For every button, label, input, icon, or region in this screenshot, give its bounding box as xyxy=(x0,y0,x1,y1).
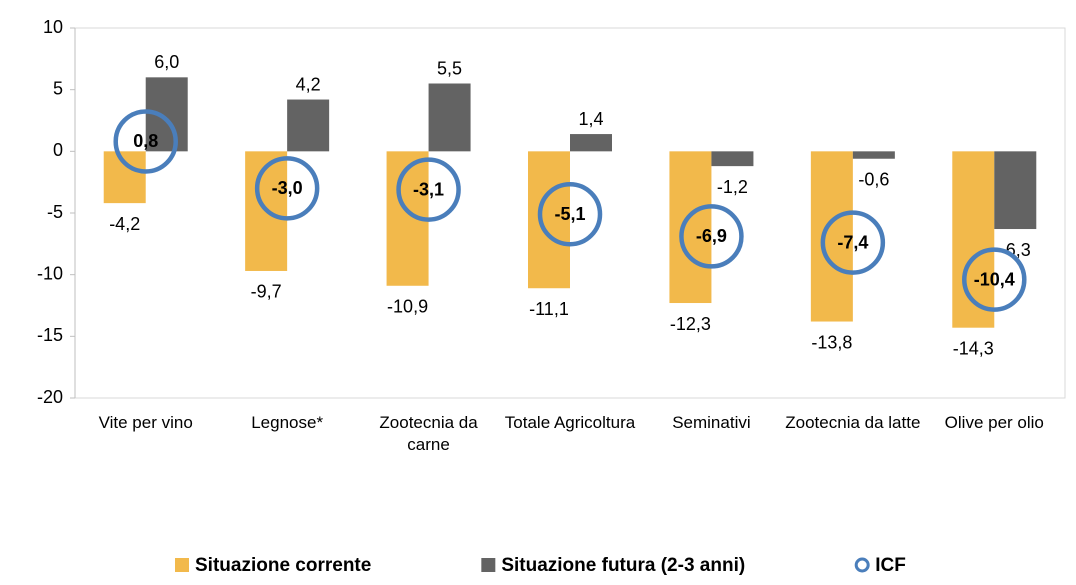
x-tick-label: Totale Agricoltura xyxy=(504,413,636,432)
bar xyxy=(428,83,471,152)
bar xyxy=(994,151,1037,230)
x-tick-label: Olive per olio xyxy=(944,413,1044,432)
data-label: 0,8 xyxy=(133,131,158,151)
icf-marker xyxy=(820,210,886,275)
data-label: -5,1 xyxy=(554,204,585,224)
x-tick-label: Zootecnia da carne xyxy=(379,413,478,454)
y-tick-label: -20 xyxy=(37,387,63,407)
data-label: -13,8 xyxy=(811,332,852,352)
bar xyxy=(287,99,330,152)
bar xyxy=(852,151,895,159)
icf-marker xyxy=(537,181,603,247)
icf-marker xyxy=(396,157,461,222)
y-tick-label: 0 xyxy=(53,140,63,160)
data-label: -7,4 xyxy=(837,232,868,252)
bar xyxy=(810,151,853,322)
icf-marker xyxy=(962,247,1027,312)
bar xyxy=(570,134,612,152)
data-label: -3,1 xyxy=(413,179,444,199)
legend-label: Situazione corrente xyxy=(195,555,371,576)
icf-marker xyxy=(113,109,178,174)
data-label: 6,0 xyxy=(154,52,179,72)
legend-swatch xyxy=(175,558,189,572)
x-tick-label: Seminativi xyxy=(672,413,751,432)
data-label: -1,2 xyxy=(717,177,748,197)
data-label: -6,9 xyxy=(696,226,727,246)
bar xyxy=(669,151,712,304)
y-tick-label: -10 xyxy=(37,263,63,283)
x-tick-label: Zootecnia da latte xyxy=(785,413,921,432)
bar xyxy=(711,151,754,167)
bar xyxy=(528,151,570,289)
y-tick-label: 10 xyxy=(43,17,63,37)
y-tick-label: 5 xyxy=(53,78,63,98)
legend-swatch xyxy=(854,557,870,573)
icf-marker xyxy=(679,204,744,269)
legend-swatch xyxy=(481,558,496,572)
data-label: -9,7 xyxy=(251,282,282,302)
y-tick-label: -15 xyxy=(37,325,63,345)
x-tick-label: Legnose* xyxy=(251,413,324,432)
x-tick-label: Vite per vino xyxy=(98,413,193,432)
data-label: 1,4 xyxy=(578,109,603,129)
data-label: -4,2 xyxy=(109,214,140,234)
data-label: 4,2 xyxy=(296,74,321,94)
data-label: -12,3 xyxy=(670,314,711,334)
data-label: -0,6 xyxy=(858,169,889,189)
data-label: -11,1 xyxy=(529,299,569,319)
data-label: -14,3 xyxy=(953,338,994,358)
icf-marker xyxy=(254,156,320,221)
data-label: 5,5 xyxy=(437,58,462,78)
legend-label: Situazione futura (2-3 anni) xyxy=(501,555,745,576)
data-label: -3,0 xyxy=(272,178,303,198)
data-label: -10,9 xyxy=(387,297,428,317)
y-tick-label: -5 xyxy=(47,202,63,222)
legend-label: ICF xyxy=(875,555,906,576)
data-label: -10,4 xyxy=(974,269,1015,289)
bar xyxy=(103,151,146,204)
